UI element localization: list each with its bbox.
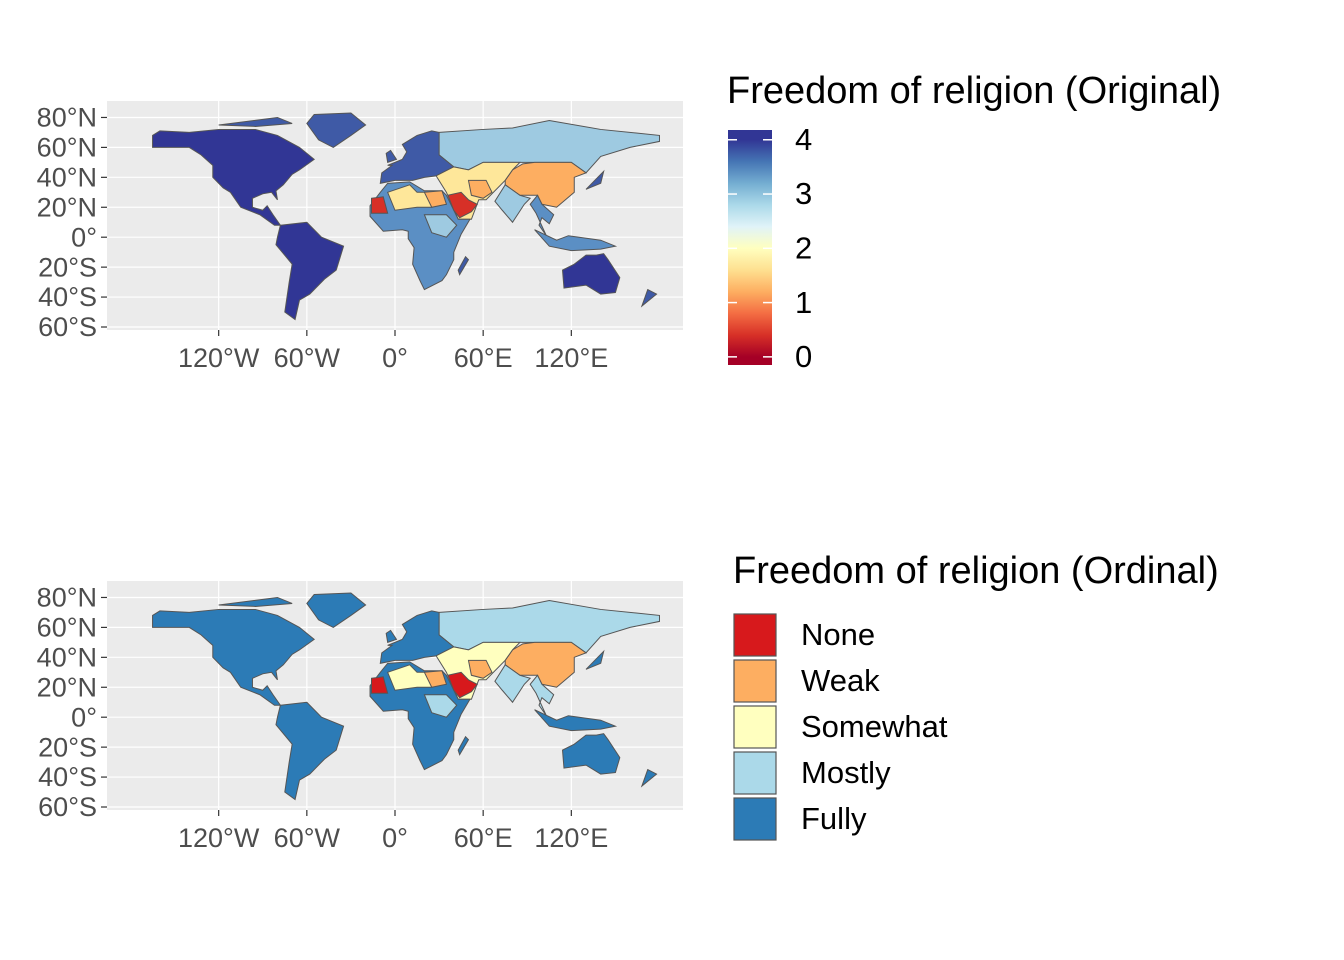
country (563, 734, 620, 774)
country (219, 597, 292, 606)
country (153, 609, 315, 705)
y-tick-label: 80°N (37, 583, 97, 613)
x-tick-label: 120°W (178, 343, 260, 373)
legend-key (733, 705, 777, 749)
country (380, 611, 453, 663)
land (153, 113, 660, 320)
colorbar-label: 0 (795, 339, 812, 374)
x-tick-label: 120°W (178, 823, 260, 853)
legend-label: Somewhat (801, 709, 948, 744)
country (153, 129, 315, 225)
legend-label: None (801, 617, 875, 652)
country (468, 660, 492, 678)
country (495, 665, 530, 702)
country (424, 671, 446, 687)
colorbar-label: 1 (795, 285, 812, 320)
colorbar-label: 4 (795, 122, 812, 157)
y-tick-label: 40°S (38, 762, 97, 792)
y-tick-label: 80°N (37, 103, 97, 133)
map (153, 113, 660, 320)
colorbar-label: 3 (795, 176, 812, 211)
y-tick-label: 20°N (37, 192, 97, 222)
y-tick-label: 60°S (38, 792, 97, 822)
country (586, 651, 604, 669)
country (530, 195, 554, 235)
country (371, 197, 387, 213)
legend-title: Freedom of religion (Original) (727, 70, 1221, 112)
x-tick-label: 0° (382, 343, 408, 373)
y-tick-label: 20°S (38, 732, 97, 762)
y-tick-label: 0° (71, 222, 97, 252)
country (458, 257, 468, 275)
y-tick-label: 60°N (37, 133, 97, 163)
country (424, 215, 456, 237)
country (586, 171, 604, 189)
x-tick-label: 0° (382, 823, 408, 853)
country (535, 710, 616, 731)
colorbar (728, 130, 772, 365)
country (307, 593, 366, 627)
country (276, 222, 344, 319)
x-tick-label: 60°W (274, 823, 341, 853)
country (505, 162, 586, 207)
colorbar-label: 2 (795, 231, 812, 266)
country (495, 185, 530, 222)
country (448, 192, 477, 217)
x-tick-label: 60°E (454, 823, 513, 853)
legend-key (733, 751, 777, 795)
country (642, 770, 657, 786)
legend-title: Freedom of religion (Ordinal) (733, 550, 1219, 592)
country (530, 675, 554, 715)
y-tick-label: 40°S (38, 282, 97, 312)
y-tick-label: 60°N (37, 613, 97, 643)
country (371, 677, 387, 693)
legend-label: Weak (801, 663, 880, 698)
x-tick-label: 120°E (534, 343, 608, 373)
y-tick-label: 0° (71, 702, 97, 732)
country (642, 290, 657, 306)
country (424, 695, 456, 717)
country (386, 630, 396, 642)
country (505, 642, 586, 687)
y-tick-label: 20°S (38, 252, 97, 282)
y-tick-label: 20°N (37, 672, 97, 702)
land (153, 593, 660, 800)
y-tick-label: 60°S (38, 312, 97, 342)
legend-label: Mostly (801, 755, 891, 790)
country (307, 113, 366, 147)
legend-key (733, 613, 777, 657)
x-tick-label: 60°W (274, 343, 341, 373)
country (380, 131, 453, 183)
country (424, 191, 446, 207)
y-tick-label: 40°N (37, 642, 97, 672)
country (276, 702, 344, 799)
legend-key (733, 659, 777, 703)
country (219, 117, 292, 126)
x-tick-label: 120°E (534, 823, 608, 853)
legend-key (733, 797, 777, 841)
country (468, 180, 492, 198)
x-tick-label: 60°E (454, 343, 513, 373)
country (448, 672, 477, 697)
country (458, 737, 468, 755)
country (563, 254, 620, 294)
legend-label: Fully (801, 801, 867, 836)
y-tick-label: 40°N (37, 162, 97, 192)
map (153, 593, 660, 800)
country (535, 230, 616, 251)
country (386, 150, 396, 162)
